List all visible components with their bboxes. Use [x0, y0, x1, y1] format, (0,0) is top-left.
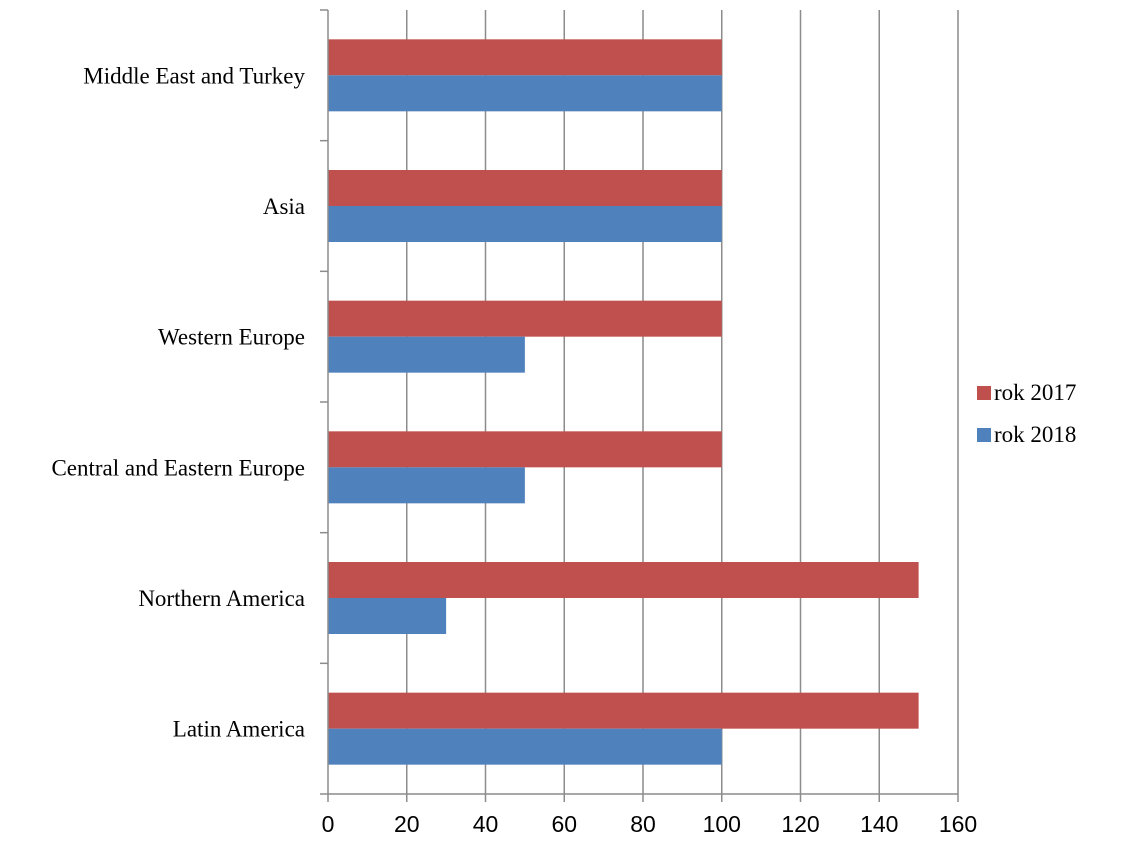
tick-labels: 0 20 40 60 80 100 120 140 160: [322, 811, 978, 837]
bar-asia-rok-2017: [328, 170, 722, 206]
bars: [328, 39, 919, 765]
gridlines: [406, 10, 959, 794]
bar-western-europe-rok-2018: [328, 336, 525, 373]
bar-latin-america-rok-2018: [328, 728, 722, 765]
bar-latin-america-rok-2017: [328, 692, 919, 729]
category-label: Northern America: [138, 586, 305, 611]
axes: [320, 9, 959, 802]
bar-central-and-eastern-europe-rok-2017: [328, 431, 722, 468]
bar-northern-america-rok-2018: [328, 598, 447, 634]
bar-northern-america-rok-2017: [328, 562, 919, 598]
x-tick-label-40: 40: [473, 811, 499, 837]
category-label: Asia: [263, 194, 305, 219]
category-label: Latin America: [173, 717, 305, 742]
legend-label-rok-2018: rok 2018: [994, 422, 1076, 447]
legend: rok 2017 rok 2018: [977, 380, 1076, 447]
legend-swatch-rok-2017: [977, 386, 991, 400]
bar-middle-east-and-turkey-rok-2018: [328, 75, 722, 112]
x-tick-label-60: 60: [551, 811, 577, 837]
category-label: Western Europe: [158, 325, 305, 350]
x-tick-label-140: 140: [860, 811, 898, 837]
x-tick-label-120: 120: [781, 811, 819, 837]
category-label: Central and Eastern Europe: [51, 455, 305, 480]
bar-central-and-eastern-europe-rok-2018: [328, 467, 525, 504]
bar-asia-rok-2018: [328, 206, 722, 242]
x-tick-label-100: 100: [703, 811, 741, 837]
x-tick-label-20: 20: [394, 811, 420, 837]
x-tick-label-80: 80: [630, 811, 656, 837]
x-tick-label-160: 160: [939, 811, 977, 837]
category-labels: Latin America Northern America Central and…: [51, 63, 305, 741]
bar-western-europe-rok-2017: [328, 300, 722, 337]
legend-label-rok-2017: rok 2017: [994, 380, 1076, 405]
bar-middle-east-and-turkey-rok-2017: [328, 39, 722, 76]
x-tick-label-0: 0: [322, 811, 335, 837]
category-label: Middle East and Turkey: [83, 63, 305, 88]
legend-swatch-rok-2018: [977, 428, 991, 442]
